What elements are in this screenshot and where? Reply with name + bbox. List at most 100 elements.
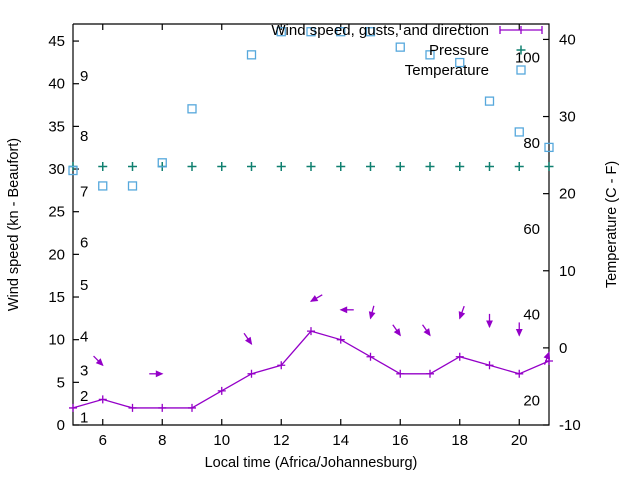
beaufort-label: 4 xyxy=(80,328,88,345)
pressure-marker xyxy=(455,161,465,171)
pressure-marker xyxy=(425,161,435,171)
fahrenheit-label: 80 xyxy=(523,135,540,152)
wind-direction-arrow xyxy=(368,305,376,320)
wind-speed-marker xyxy=(307,327,315,336)
beaufort-label: 3 xyxy=(80,363,88,380)
temperature-marker xyxy=(68,165,78,176)
x-tick-label: 14 xyxy=(332,432,349,449)
temperature-marker xyxy=(187,104,197,114)
y2-tick-label: 40 xyxy=(559,31,576,48)
temperature-marker xyxy=(127,181,138,191)
beaufort-label: 7 xyxy=(80,183,88,200)
wind-speed-marker xyxy=(366,352,375,361)
pressure-marker xyxy=(485,161,494,171)
y-tick-label: 5 xyxy=(57,374,65,391)
x-tick-label: 18 xyxy=(451,432,468,449)
pressure-marker xyxy=(395,161,405,171)
beaufort-label: 2 xyxy=(80,388,88,405)
wind-speed-marker xyxy=(426,369,434,378)
wind-speed-marker xyxy=(98,395,107,404)
y2-tick-label: -10 xyxy=(559,417,581,434)
y2-tick-label: 0 xyxy=(559,340,567,357)
temperature-marker xyxy=(544,142,554,153)
pressure-marker xyxy=(306,161,316,171)
y-tick-label: 40 xyxy=(48,76,65,93)
pressure-marker xyxy=(366,161,375,171)
temperature-marker xyxy=(514,127,524,137)
legend-label-1: Pressure xyxy=(429,42,489,59)
y2-tick-label: 30 xyxy=(559,109,576,126)
pressure-marker xyxy=(187,161,197,171)
temperature-marker xyxy=(98,181,108,191)
wind-speed-marker xyxy=(277,361,286,370)
wind-speed-marker xyxy=(396,369,405,378)
wind-direction-arrow xyxy=(93,355,104,367)
legend-label-0: Wind speed, gusts, and direction xyxy=(271,22,489,39)
wind-speed-marker xyxy=(485,361,494,370)
beaufort-label: 1 xyxy=(80,409,88,426)
temperature-marker xyxy=(157,158,167,168)
wind-direction-arrow xyxy=(243,332,253,345)
wind-speed-marker xyxy=(69,403,77,412)
wind-speed-marker xyxy=(515,369,524,378)
wind-direction-arrow xyxy=(486,313,493,329)
temperature-marker xyxy=(276,27,286,37)
y-tick-label: 10 xyxy=(48,332,65,349)
y2-tick-label: 20 xyxy=(559,186,576,203)
wind-direction-arrow xyxy=(458,305,466,320)
legend-label-2: Temperature xyxy=(405,62,489,79)
pressure-marker xyxy=(276,161,286,171)
x-tick-label: 6 xyxy=(99,432,107,449)
y2-axis-title: Temperature (C - F) xyxy=(604,161,620,288)
fahrenheit-label: 100 xyxy=(515,50,540,67)
wind-speed-marker xyxy=(336,335,345,344)
pressure-marker xyxy=(98,161,108,171)
y-tick-label: 25 xyxy=(48,204,65,221)
wind-direction-arrow xyxy=(149,370,164,378)
wind-direction-arrow xyxy=(422,324,431,337)
x-tick-label: 16 xyxy=(392,432,409,449)
pressure-marker xyxy=(217,161,227,171)
y-tick-label: 0 xyxy=(57,417,65,434)
temperature-marker xyxy=(336,27,346,37)
temperature-marker xyxy=(484,96,495,106)
y-tick-label: 45 xyxy=(48,33,65,50)
wind-direction-arrow xyxy=(309,294,323,302)
temperature-marker xyxy=(306,27,316,37)
temperature-marker xyxy=(246,50,257,60)
wind-speed-line xyxy=(72,330,550,409)
y-tick-label: 15 xyxy=(48,289,65,306)
pressure-marker xyxy=(128,161,137,171)
x-tick-label: 20 xyxy=(511,432,528,449)
wind-speed-marker xyxy=(217,386,226,395)
plot-frame xyxy=(72,23,550,426)
wind-direction-arrow xyxy=(543,351,551,365)
temperature-marker xyxy=(425,50,435,60)
wind-speed-marker xyxy=(455,352,464,361)
x-tick-label: 8 xyxy=(158,432,166,449)
pressure-marker xyxy=(544,161,554,171)
pressure-marker xyxy=(247,161,256,171)
fahrenheit-label: 20 xyxy=(523,392,540,409)
y-tick-label: 20 xyxy=(48,246,65,263)
x-tick-label: 10 xyxy=(213,432,230,449)
wind-speed-marker xyxy=(247,369,256,378)
y2-tick-label: 10 xyxy=(559,263,576,280)
temperature-marker xyxy=(455,57,465,68)
y-axis-title: Wind speed (kn - Beaufort) xyxy=(6,138,22,311)
wind-speed-marker xyxy=(128,403,137,412)
beaufort-label: 6 xyxy=(80,235,88,252)
wind-speed-marker xyxy=(188,403,196,412)
beaufort-label: 9 xyxy=(80,68,88,85)
wind-direction-arrow xyxy=(339,306,354,314)
y-tick-label: 30 xyxy=(48,161,65,178)
beaufort-label: 5 xyxy=(80,277,88,294)
temperature-marker xyxy=(395,42,405,52)
temperature-marker xyxy=(365,27,376,37)
legend-key-pressure xyxy=(516,45,526,55)
wind-direction-arrow xyxy=(392,324,401,337)
fahrenheit-label: 60 xyxy=(523,221,540,238)
wind-direction-arrow xyxy=(515,322,523,337)
